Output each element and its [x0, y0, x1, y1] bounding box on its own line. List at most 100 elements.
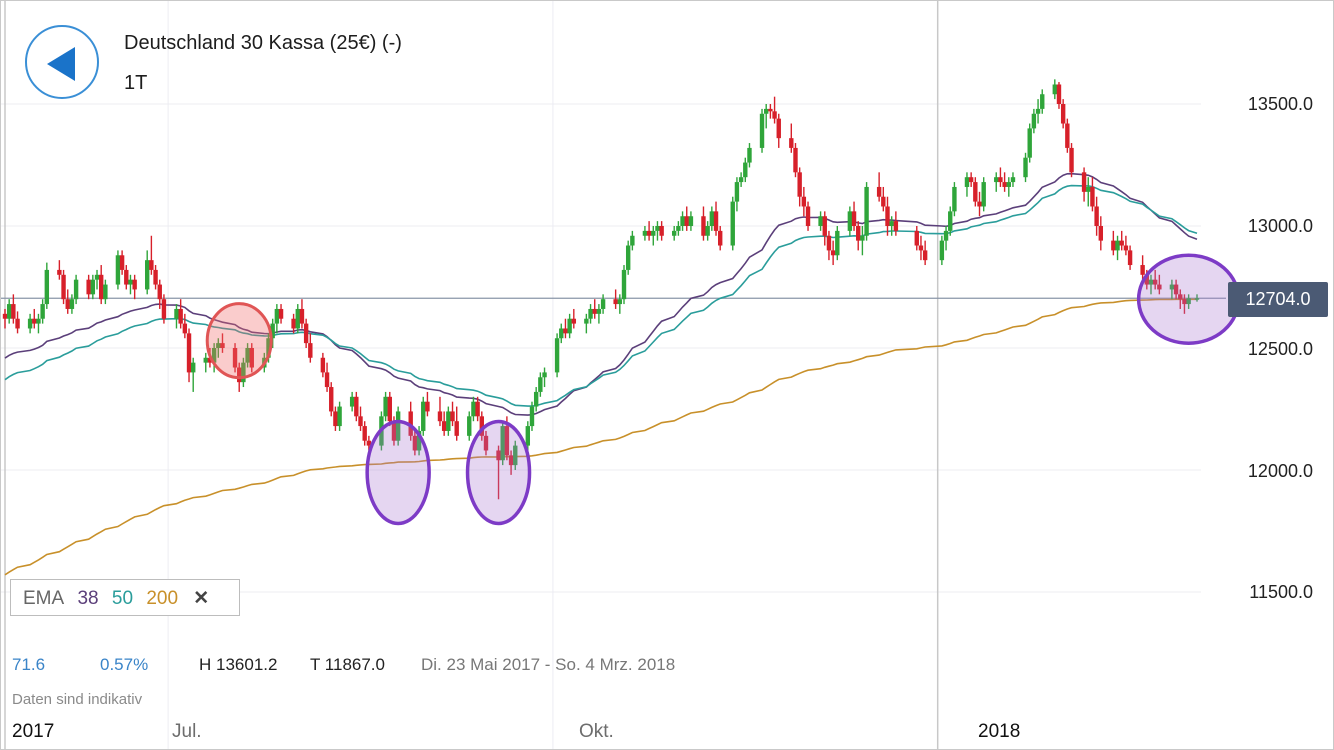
candle-body — [1148, 279, 1154, 285]
candle-body — [216, 343, 221, 348]
legend-ema50: 50 — [111, 588, 134, 609]
candle-body — [621, 269, 627, 300]
x-tick-label: Jul. — [172, 721, 202, 742]
candle-body — [596, 308, 602, 314]
candle-body — [94, 274, 100, 280]
candle-body — [98, 274, 104, 300]
candle-body — [416, 430, 422, 451]
candle-body — [939, 240, 945, 261]
candle-body — [952, 186, 957, 212]
candle-body — [646, 230, 652, 236]
candle-body — [57, 269, 62, 275]
candle-body — [161, 299, 167, 319]
candle-body — [90, 279, 96, 295]
candle-body — [500, 426, 505, 461]
candle-body — [830, 250, 836, 256]
candle-body — [1169, 284, 1175, 290]
candle-body — [333, 411, 338, 427]
candle-body — [851, 211, 857, 226]
candle-body — [977, 201, 982, 207]
candle-body — [15, 318, 20, 329]
candle-body — [124, 269, 129, 285]
candle-body — [655, 226, 660, 231]
candle-body — [659, 226, 664, 236]
candle-body — [232, 348, 238, 368]
candle-body — [525, 426, 531, 446]
candle-body — [496, 450, 501, 461]
candle-body — [320, 357, 326, 373]
date-range: Di. 23 Mai 2017 - So. 4 Mrz. 2018 — [421, 655, 676, 674]
candle-body — [529, 406, 535, 427]
candle-body — [914, 230, 919, 246]
low-value: T 11867.0 — [310, 655, 385, 674]
candle-body — [1006, 182, 1011, 187]
ema-line-ema38 — [4, 172, 1198, 416]
close-icon[interactable]: ✕ — [193, 588, 210, 609]
candle-body — [103, 284, 108, 300]
candle-body — [1081, 172, 1087, 192]
candle-body — [1194, 298, 1200, 300]
candle-body — [1060, 104, 1066, 124]
candle-body — [1056, 84, 1062, 104]
period-label[interactable]: 1T — [124, 72, 148, 94]
change-percent: 0.57% — [100, 655, 149, 674]
candle-body — [889, 221, 894, 226]
candle-body — [412, 435, 418, 451]
candle-body — [847, 211, 853, 231]
y-tick-label: 12500.0 — [1247, 339, 1313, 359]
candle-body — [571, 318, 577, 324]
candle-body — [437, 411, 443, 422]
candle-body — [772, 111, 777, 119]
candle-body — [584, 318, 589, 324]
candle-body — [973, 182, 978, 202]
candle-body — [1123, 245, 1129, 251]
candle-body — [688, 216, 694, 226]
candle-body — [471, 401, 476, 417]
candle-body — [274, 308, 280, 324]
candle-body — [1115, 240, 1120, 251]
candle-body — [211, 348, 217, 363]
high-value: H 13601.2 — [199, 655, 278, 674]
indicator-legend: EMA 38 50 200 ✕ — [10, 579, 240, 616]
candle-body — [220, 343, 225, 348]
change-value: 71.6 — [12, 655, 46, 674]
candle-body — [805, 206, 811, 226]
candle-body — [308, 343, 313, 358]
candle-body — [684, 216, 689, 226]
y-tick-label: 13500.0 — [1247, 94, 1313, 114]
candle-body — [245, 348, 250, 363]
candle-body — [65, 299, 70, 309]
candle-body — [864, 186, 869, 236]
candle-body — [324, 372, 330, 388]
candle-body — [709, 211, 715, 226]
candle-body — [467, 416, 472, 436]
candle-body — [11, 304, 16, 319]
candle-body — [1111, 240, 1116, 251]
candle-body — [450, 411, 455, 422]
candle-body — [592, 308, 597, 314]
x-tick-label: Okt. — [579, 721, 614, 742]
candle-body — [27, 318, 33, 329]
candle-body — [826, 235, 832, 251]
candle-body — [441, 421, 447, 431]
candle-body — [504, 426, 510, 456]
candle-body — [1035, 108, 1041, 114]
candle-body — [391, 421, 397, 441]
candle-body — [759, 113, 765, 148]
candle-body — [446, 411, 451, 431]
candle-body — [454, 421, 459, 436]
candle-body — [1086, 186, 1091, 192]
current-price-tag: 12704.0 — [1228, 282, 1328, 317]
candle-body — [625, 245, 631, 270]
candle-body — [630, 235, 635, 246]
candle-body — [337, 406, 342, 427]
candle-body — [2, 313, 8, 319]
candle-body — [559, 328, 564, 339]
back-button[interactable] — [25, 25, 99, 99]
candle-body — [538, 377, 543, 392]
candle-body — [738, 177, 744, 183]
disclaimer: Daten sind indikativ — [12, 691, 143, 708]
highlight-circle-purple — [1136, 253, 1241, 345]
